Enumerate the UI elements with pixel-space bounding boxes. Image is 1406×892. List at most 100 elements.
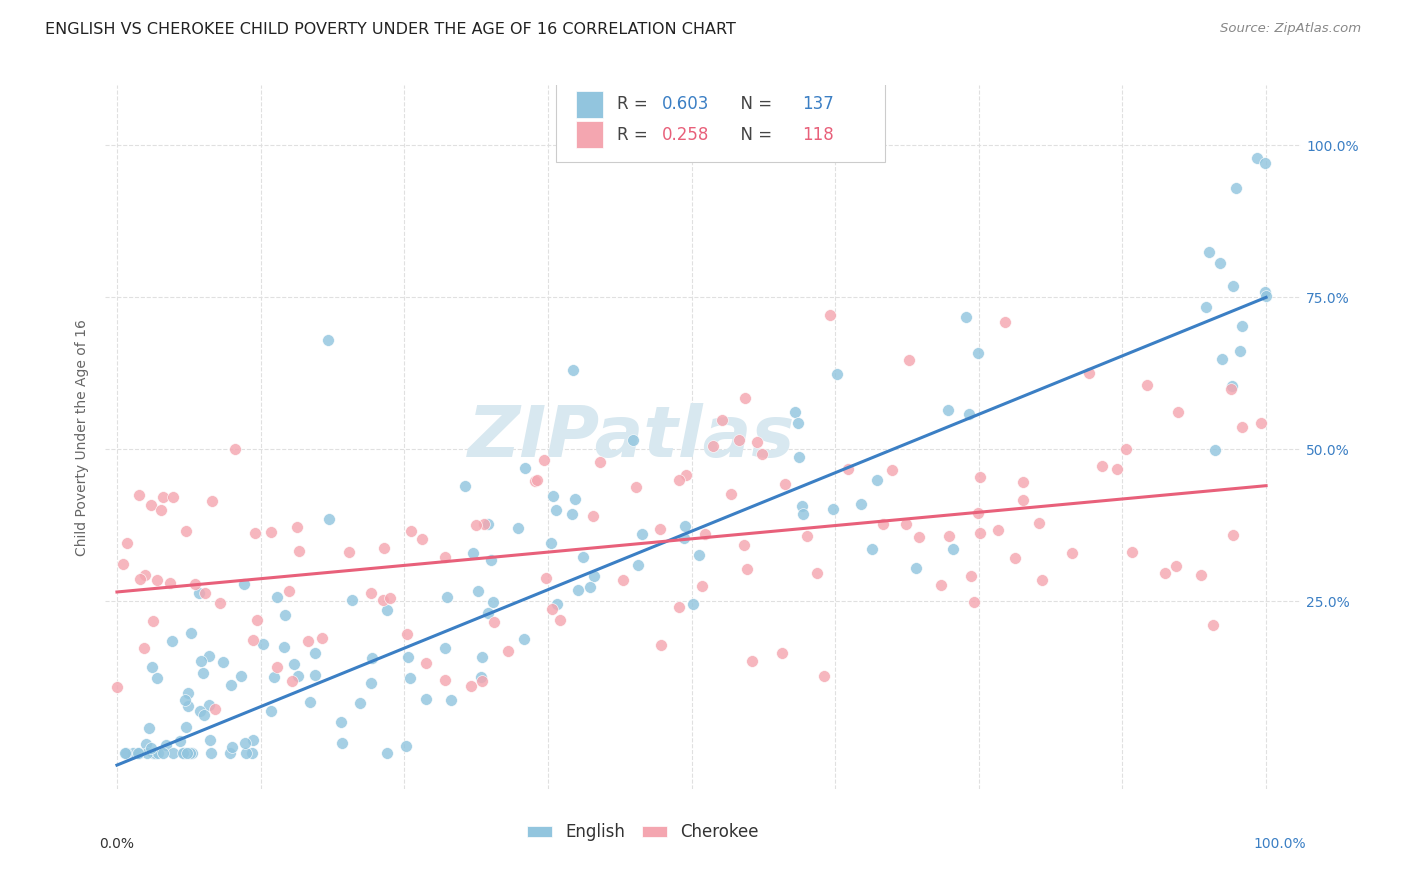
Point: [650, 522, 672, 536]
Point: [187, 586, 209, 600]
Point: [589, 454, 612, 468]
Point: [287, 544, 309, 558]
Point: [1028, 516, 1050, 530]
Point: [1254, 285, 1277, 299]
Point: [436, 591, 458, 605]
Point: [792, 500, 814, 514]
Point: [1136, 378, 1159, 392]
Point: [440, 693, 463, 707]
Point: [540, 536, 562, 550]
Point: [193, 666, 215, 681]
Point: [936, 403, 959, 417]
Text: N =: N =: [731, 126, 778, 144]
Point: [152, 490, 174, 504]
Point: [561, 508, 583, 522]
Point: [957, 407, 980, 421]
Point: [395, 739, 418, 753]
Point: [688, 548, 710, 562]
Point: [411, 533, 433, 547]
Point: [849, 496, 872, 510]
Point: [806, 566, 828, 580]
Point: [541, 602, 564, 616]
Point: [330, 736, 353, 750]
Point: [198, 732, 221, 747]
Point: [224, 442, 246, 457]
Point: [866, 473, 889, 487]
Point: [1167, 405, 1189, 419]
Point: [221, 740, 243, 755]
Point: [242, 633, 264, 648]
Point: [155, 738, 177, 752]
Point: [1250, 417, 1272, 431]
Point: [987, 523, 1010, 537]
Point: [115, 535, 138, 549]
Point: [139, 498, 162, 512]
Point: [337, 544, 360, 558]
Point: [720, 487, 742, 501]
Point: [1189, 568, 1212, 582]
Point: [471, 649, 494, 664]
Point: [146, 746, 169, 760]
Point: [263, 669, 285, 683]
Point: [631, 526, 654, 541]
Point: [1254, 156, 1277, 170]
Text: 0.0%: 0.0%: [100, 838, 135, 851]
Point: [181, 746, 204, 760]
Point: [287, 669, 309, 683]
Point: [675, 467, 697, 482]
Point: [142, 614, 165, 628]
Point: [373, 592, 395, 607]
Point: [583, 569, 606, 583]
Point: [472, 516, 495, 531]
Point: [1004, 550, 1026, 565]
Point: [960, 568, 983, 582]
Point: [734, 392, 756, 406]
Point: [963, 594, 986, 608]
Point: [827, 367, 849, 381]
Point: [967, 507, 990, 521]
Point: [218, 746, 240, 760]
Point: [360, 676, 382, 690]
Point: [204, 702, 226, 716]
Point: [1222, 279, 1244, 293]
Point: [479, 553, 502, 567]
Point: [162, 633, 184, 648]
Point: [229, 669, 252, 683]
Point: [533, 453, 555, 467]
Point: [524, 474, 547, 488]
Point: [135, 737, 157, 751]
Point: [955, 310, 977, 324]
Y-axis label: Child Poverty Under the Age of 16: Child Poverty Under the Age of 16: [76, 318, 90, 556]
Point: [129, 572, 152, 586]
Point: [735, 562, 758, 576]
Point: [792, 507, 814, 521]
Point: [115, 746, 138, 760]
Point: [112, 557, 135, 571]
Point: [159, 575, 181, 590]
Point: [287, 520, 309, 534]
Point: [114, 746, 136, 760]
Point: [513, 632, 536, 646]
Point: [200, 746, 222, 760]
Point: [513, 460, 536, 475]
Point: [1246, 151, 1268, 165]
Point: [132, 640, 155, 655]
Point: [330, 715, 353, 730]
Point: [1115, 442, 1137, 457]
Point: [770, 646, 793, 660]
Point: [751, 448, 773, 462]
Text: R =: R =: [617, 95, 652, 113]
Point: [252, 637, 274, 651]
Point: [1225, 181, 1247, 195]
Point: [650, 638, 672, 652]
Point: [233, 736, 256, 750]
Point: [733, 538, 755, 552]
Point: [172, 746, 194, 760]
Point: [1078, 367, 1101, 381]
Point: [693, 526, 716, 541]
Point: [481, 595, 503, 609]
Point: [894, 517, 917, 532]
Point: [612, 574, 634, 588]
Point: [283, 657, 305, 672]
Point: [274, 608, 297, 623]
